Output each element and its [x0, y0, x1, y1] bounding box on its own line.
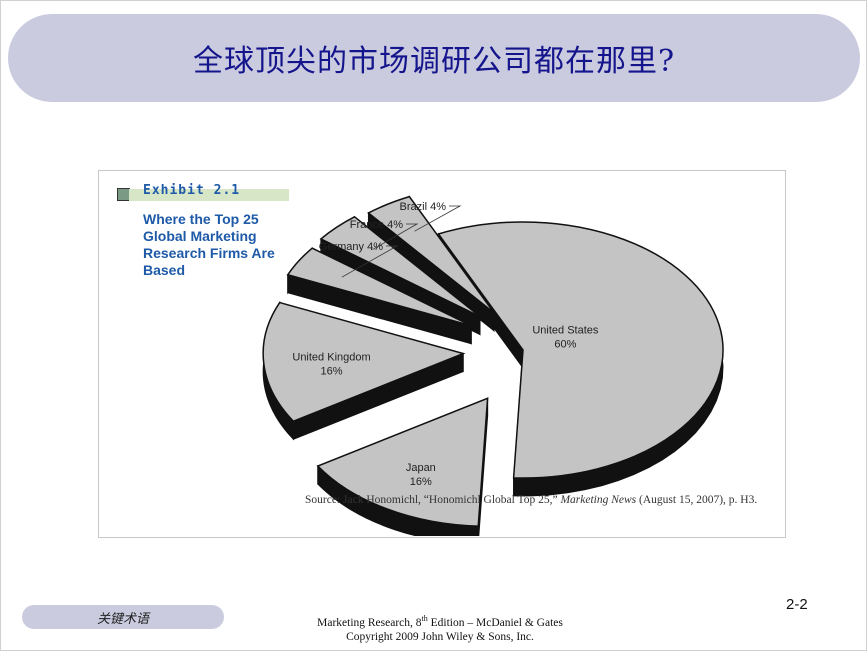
pie-label-brazil: Brazil 4% — [400, 201, 447, 213]
exhibit-label: Exhibit 2.1 — [143, 183, 241, 198]
pie-label-japan: Japan — [406, 462, 436, 474]
source-text-end: (August 15, 2007), p. H3. — [636, 494, 758, 506]
pie-label-united-kingdom: United Kingdom — [292, 351, 370, 363]
pie-label-germany: Germany 4% — [319, 241, 383, 253]
key-terms-button[interactable]: 关键术语 — [22, 605, 224, 629]
pie-leader-brazil — [414, 205, 462, 232]
pie-label-france: France 4% — [350, 219, 403, 231]
pie-leader-germany — [341, 245, 399, 278]
pie-chart: United States 60% Japan 16% United Kingdom 16… — [262, 195, 724, 536]
footer-line-1: Marketing Research, 8th Edition – McDani… — [317, 614, 563, 629]
pie-slice-japan — [316, 397, 489, 527]
pie-slice-united-states — [437, 221, 724, 479]
source-text: Source: Jack Honomichl, “Honomichl Globa… — [305, 494, 561, 506]
footer: Marketing Research, 8th Edition – McDani… — [290, 612, 590, 644]
exhibit-header: Exhibit 2.1 — [117, 183, 289, 201]
source-publication: Marketing News — [560, 494, 637, 506]
exhibit-header-band — [129, 189, 289, 201]
pie-value-united-kingdom: 16% — [321, 365, 343, 377]
pie-slice-germany — [286, 247, 472, 327]
exhibit-caption: Where the Top 25 Global Marketing Resear… — [143, 211, 275, 278]
pie-slice-united-kingdom — [262, 301, 466, 423]
title-bar: 全球顶尖的市场调研公司都在那里? — [8, 14, 860, 102]
pie-leader-france — [372, 223, 419, 250]
pie-label-united-states: United States — [532, 325, 599, 337]
pie-slice-france — [319, 215, 481, 318]
pie-value-united-states: 60% — [554, 339, 576, 351]
pie-value-japan: 16% — [410, 476, 432, 488]
source-note: Source: Jack Honomichl, “Honomichl Globa… — [305, 493, 765, 508]
pie-slice-brazil — [367, 195, 495, 314]
footer-line-2: Copyright 2009 John Wiley & Sons, Inc. — [346, 630, 534, 643]
page-number: 2-2 — [786, 596, 808, 613]
slide-title: 全球顶尖的市场调研公司都在那里? — [192, 44, 676, 79]
key-terms-label: 关键术语 — [96, 611, 149, 627]
